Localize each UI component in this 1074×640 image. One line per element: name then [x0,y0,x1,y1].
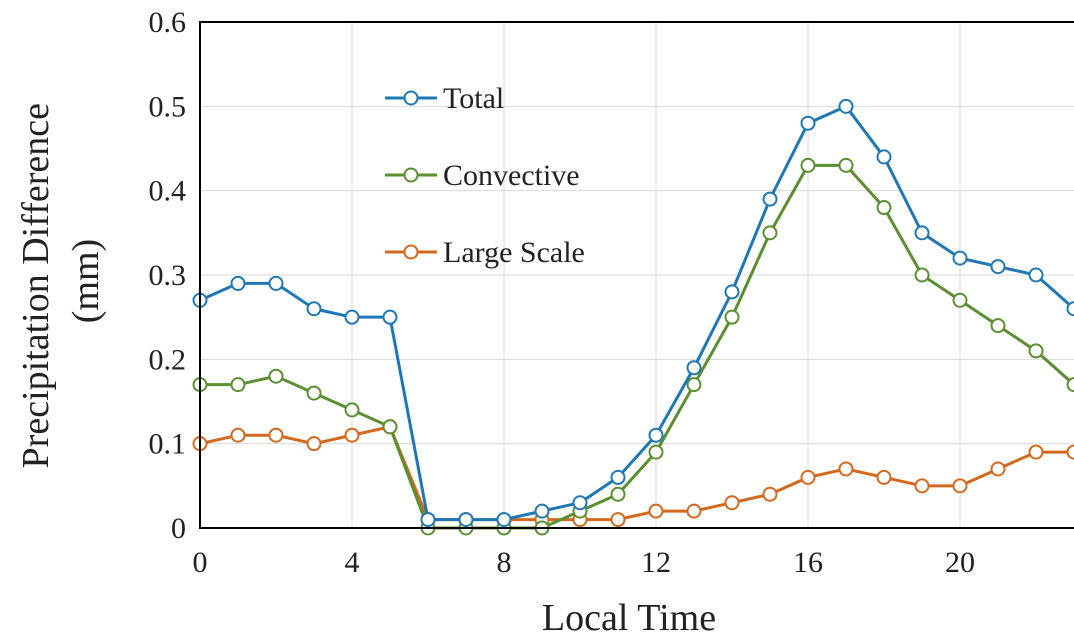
data-point [800,115,816,131]
data-point [268,427,284,443]
data-point [344,402,360,418]
legend-marker [403,167,419,183]
data-point [306,385,322,401]
data-point [990,318,1006,334]
legend-item: Total [385,82,504,115]
data-point [344,427,360,443]
x-tick-label: 12 [641,546,671,579]
x-tick-label: 20 [945,546,975,579]
y-tick-label: 0 [171,512,186,545]
data-point [762,225,778,241]
legend-item: Large Scale [385,236,585,269]
legend-label: Convective [443,159,580,192]
data-point [572,495,588,511]
x-axis-title: Local Time [542,597,716,639]
data-point [306,436,322,452]
data-point [876,469,892,485]
data-point [838,98,854,114]
data-point [990,461,1006,477]
data-point [914,267,930,283]
x-tick-label: 8 [497,546,512,579]
legend-item: Convective [385,159,580,192]
data-point [648,444,664,460]
x-tick-label: 16 [793,546,823,579]
data-point [610,469,626,485]
data-point [230,427,246,443]
data-point [382,419,398,435]
data-point [1028,267,1044,283]
plot-frame [199,21,1074,529]
data-point [876,149,892,165]
gridlines [200,21,1074,528]
data-point [496,512,512,528]
y-tick-label: 0.1 [149,428,187,461]
data-point [686,503,702,519]
y-axis-title: Precipitation Difference (mm) [15,94,107,469]
legend-label: Total [443,82,504,115]
data-point [838,461,854,477]
legend: Total Convective Large Scale [385,82,585,269]
data-point [876,200,892,216]
data-point [724,309,740,325]
legend-label: Large Scale [443,236,585,269]
data-point [914,225,930,241]
y-tick-label: 0.6 [149,6,187,39]
data-point [420,512,436,528]
data-point [1066,377,1074,393]
data-point [914,478,930,494]
data-point [952,478,968,494]
data-point [1028,343,1044,359]
data-point [230,275,246,291]
legend-marker [403,90,419,106]
y-tick-label: 0.2 [149,343,187,376]
data-point [1066,444,1074,460]
y-axis-title-line-2: (mm) [65,239,107,323]
data-point [838,157,854,173]
x-tick-label: 4 [345,546,360,579]
data-point [648,503,664,519]
x-tick-label: 0 [193,546,208,579]
data-point [610,512,626,528]
series-total [192,98,1074,528]
data-point [230,377,246,393]
data-point [534,503,550,519]
data-point [344,309,360,325]
y-tick-label: 0.5 [149,90,187,123]
data-point [800,157,816,173]
data-point [686,377,702,393]
data-point [952,250,968,266]
data-point [1066,301,1074,317]
data-point [724,284,740,300]
data-point [268,368,284,384]
series-layer [192,98,1074,536]
data-point [762,191,778,207]
data-point [268,275,284,291]
legend-marker [403,244,419,260]
y-tick-label: 0.4 [149,175,187,208]
data-point [686,360,702,376]
data-point [990,259,1006,275]
data-point [952,292,968,308]
data-point [648,427,664,443]
y-tick-label: 0.3 [149,259,187,292]
data-point [382,309,398,325]
y-axis-ticks: 0 0.1 0.2 0.3 0.4 0.5 0.6 [149,6,187,545]
y-axis-title-line-1: Precipitation Difference [15,103,57,468]
data-point [724,495,740,511]
data-point [458,512,474,528]
data-point [762,486,778,502]
data-point [306,301,322,317]
x-axis-ticks: 0 4 8 12 16 20 [193,546,976,579]
data-point [610,486,626,502]
data-point [800,469,816,485]
data-point [1028,444,1044,460]
